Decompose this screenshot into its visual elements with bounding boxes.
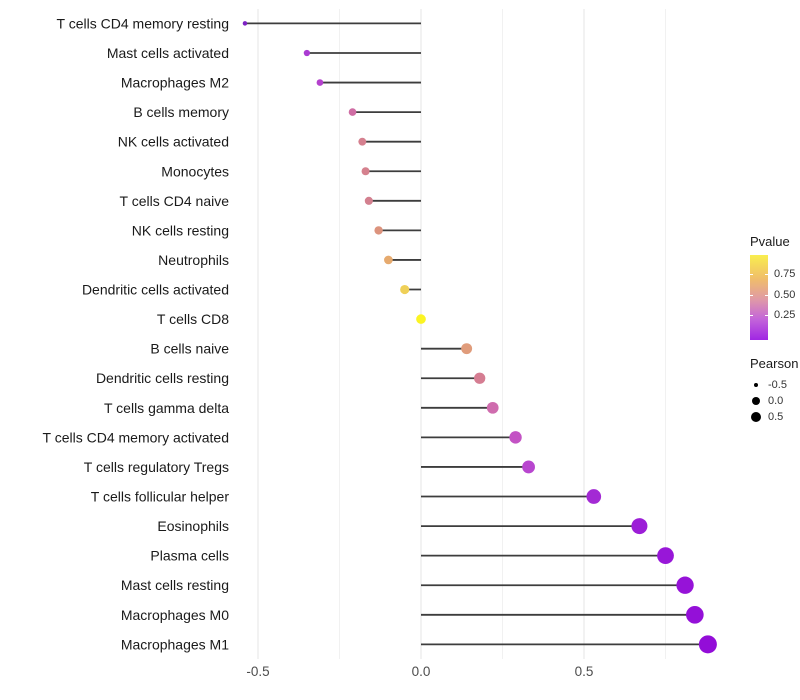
category-label: T cells follicular helper bbox=[91, 489, 230, 505]
data-point-dot bbox=[400, 284, 410, 295]
category-label: T cells CD4 memory activated bbox=[43, 429, 229, 445]
data-point-dot bbox=[631, 518, 648, 535]
pearson-key-dot-icon bbox=[753, 382, 759, 388]
pearson-item-label: 0.0 bbox=[768, 395, 784, 407]
data-point-dot bbox=[686, 605, 704, 624]
data-point-dot bbox=[316, 79, 324, 86]
category-label: NK cells activated bbox=[118, 134, 229, 150]
category-label: Monocytes bbox=[161, 163, 229, 179]
data-point-dot bbox=[698, 635, 717, 654]
data-point-dot bbox=[348, 108, 357, 116]
pvalue-tick-label: 0.50 bbox=[774, 288, 796, 301]
x-tick-label: -0.5 bbox=[246, 664, 269, 679]
data-point-dot bbox=[509, 431, 522, 444]
pvalue-tick-mark bbox=[750, 274, 753, 275]
data-point-dot bbox=[361, 167, 370, 176]
data-point-dot bbox=[374, 226, 383, 235]
category-label: Neutrophils bbox=[158, 252, 229, 268]
pearson-key-dot-icon bbox=[750, 411, 762, 423]
category-label: Eosinophils bbox=[157, 518, 229, 534]
pvalue-tick-label: 0.75 bbox=[774, 268, 796, 280]
pearson-legend-item: 0.5 bbox=[750, 409, 800, 425]
category-label: Dendritic cells activated bbox=[82, 282, 229, 298]
category-label: T cells regulatory Tregs bbox=[84, 459, 229, 475]
data-point-dot bbox=[416, 314, 426, 324]
category-label: T cells CD4 memory resting bbox=[57, 15, 229, 31]
category-label: B cells memory bbox=[133, 104, 229, 120]
pvalue-colorbar-gradient bbox=[750, 255, 768, 340]
pvalue-tick-mark bbox=[750, 315, 753, 316]
pearson-key-dot-box bbox=[750, 377, 762, 393]
category-label: T cells CD8 bbox=[157, 311, 229, 327]
pearson-legend-item: -0.5 bbox=[750, 377, 800, 393]
pearson-key-dot-icon bbox=[751, 396, 761, 406]
pvalue-colorbar-wrap: 0.75 0.50 0.25 bbox=[750, 255, 800, 340]
pearson-size-legend: Pearson -0.5 0.0 0.5 bbox=[750, 356, 800, 425]
data-point-dot bbox=[522, 460, 535, 474]
x-tick-label: 0.5 bbox=[575, 664, 594, 679]
data-point-dot bbox=[486, 401, 499, 414]
data-point-dot bbox=[384, 255, 393, 265]
category-label: Macrophages M1 bbox=[121, 636, 229, 652]
category-label: Dendritic cells resting bbox=[96, 370, 229, 386]
data-point-dot bbox=[586, 489, 602, 504]
category-label: T cells gamma delta bbox=[104, 400, 229, 416]
pvalue-legend-title: Pvalue bbox=[750, 234, 790, 249]
category-label: B cells naive bbox=[150, 341, 229, 357]
pvalue-tick-mark bbox=[750, 294, 753, 296]
data-point-dot bbox=[461, 343, 473, 355]
category-label: Mast cells resting bbox=[121, 577, 229, 593]
pvalue-tick-mark bbox=[765, 294, 768, 296]
data-point-dot bbox=[358, 137, 367, 146]
pearson-key-dot-box bbox=[750, 409, 762, 425]
pvalue-tick-mark bbox=[765, 274, 768, 275]
data-point-dot bbox=[474, 372, 486, 384]
pvalue-tick-mark bbox=[765, 315, 768, 316]
pearson-key-dot-box bbox=[750, 393, 762, 409]
pearson-item-label: -0.5 bbox=[768, 379, 787, 391]
category-label: Plasma cells bbox=[150, 548, 229, 564]
pvalue-tick-label: 0.25 bbox=[774, 309, 796, 321]
pearson-legend-item: 0.0 bbox=[750, 393, 800, 409]
data-point-dot bbox=[676, 576, 694, 594]
data-point-dot bbox=[364, 196, 373, 205]
category-label: T cells CD4 naive bbox=[120, 193, 230, 209]
data-point-dot bbox=[303, 49, 311, 57]
category-label: Mast cells activated bbox=[107, 45, 229, 61]
data-point-dot bbox=[242, 21, 248, 26]
pearson-item-label: 0.5 bbox=[768, 411, 784, 423]
category-label: Macrophages M2 bbox=[121, 75, 229, 91]
pearson-legend-title: Pearson bbox=[750, 356, 799, 371]
pearson-legend-items: -0.5 0.0 0.5 bbox=[750, 377, 800, 425]
category-label: Macrophages M0 bbox=[121, 607, 229, 623]
category-label: NK cells resting bbox=[132, 222, 229, 238]
x-tick-label: 0.0 bbox=[412, 664, 431, 679]
data-point-dot bbox=[657, 547, 674, 565]
pvalue-color-legend: Pvalue 0.75 0.50 0.25 bbox=[750, 234, 800, 340]
